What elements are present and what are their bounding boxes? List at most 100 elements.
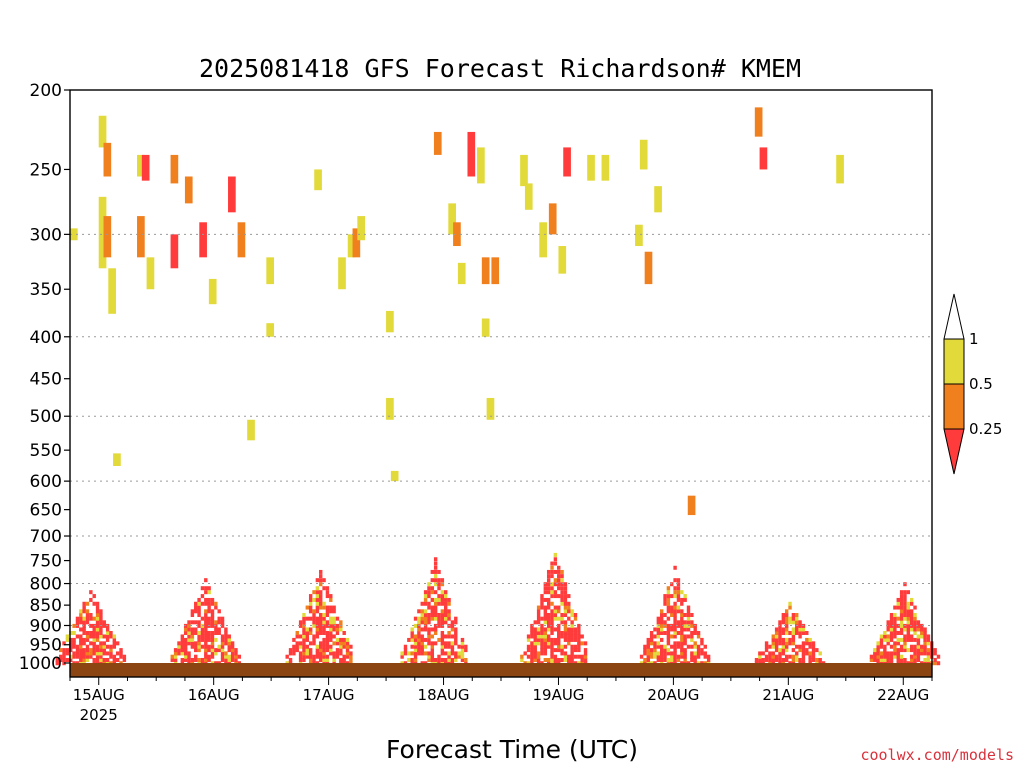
mixing-cell (92, 641, 96, 646)
mixing-cell (444, 601, 448, 606)
mixing-cell (220, 634, 225, 639)
mixing-cell (339, 648, 343, 653)
mixing-cell (437, 594, 441, 599)
mixing-cell (553, 578, 558, 583)
mixing-cell (440, 594, 445, 599)
mixing-cell (906, 620, 911, 625)
mixing-cell (210, 609, 215, 614)
mixing-cell (82, 605, 86, 610)
mixing-cell (339, 657, 343, 662)
mixing-cell (920, 648, 924, 653)
mixing-cell (666, 601, 671, 606)
mixing-cell (788, 630, 792, 635)
mixing-cell (567, 601, 571, 606)
mixing-cell (896, 630, 900, 635)
mixing-cell (774, 657, 779, 662)
mixing-cell (903, 648, 907, 653)
mixing-cell (329, 616, 333, 621)
mixing-cell (801, 644, 806, 649)
mixing-cell (440, 651, 445, 656)
mixing-cell (298, 634, 303, 639)
mixing-cell (339, 627, 343, 632)
mixing-cell (879, 637, 884, 642)
mixing-cell (79, 637, 83, 642)
mixing-cell (933, 661, 937, 666)
mixing-cell (673, 586, 677, 591)
mixing-cell (778, 657, 782, 662)
mixing-cell (560, 657, 564, 662)
mixing-cell (65, 651, 70, 656)
mixing-cell (325, 641, 330, 646)
mixing-cell (295, 641, 299, 646)
mixing-cell (896, 601, 900, 606)
mixing-cell (444, 634, 448, 639)
mixing-cell (75, 644, 80, 649)
mixing-cell (450, 651, 455, 656)
mixing-cell (197, 613, 201, 618)
mixing-cell (319, 641, 323, 646)
mixing-cell (893, 616, 897, 621)
mixing-cell (224, 634, 228, 639)
mixing-cell (920, 651, 924, 656)
mixing-cell (444, 620, 448, 625)
mixing-cell (79, 613, 83, 618)
y-tick-label: 650 (30, 501, 62, 521)
mixing-cell (784, 654, 789, 659)
mixing-cell (234, 657, 238, 662)
mixing-cell (437, 578, 441, 583)
mixing-cell (187, 637, 191, 642)
mixing-cell (903, 613, 907, 618)
mixing-cell (700, 651, 704, 656)
mixing-cell (557, 648, 561, 653)
mixing-cell (693, 651, 697, 656)
mixing-cell (210, 601, 215, 606)
ri-cell (759, 147, 768, 170)
mixing-cell (427, 613, 431, 618)
mixing-cell (903, 627, 907, 632)
mixing-cell (703, 644, 707, 649)
mixing-cell (683, 634, 687, 639)
mixing-cell (764, 641, 769, 646)
mixing-cell (706, 657, 711, 662)
mixing-cell (79, 654, 83, 659)
mixing-cell (200, 634, 205, 639)
y-tick-label: 200 (30, 81, 62, 101)
mixing-cell (663, 644, 667, 649)
mixing-cell (811, 644, 816, 649)
mixing-cell (683, 654, 687, 659)
mixing-cell (696, 648, 701, 653)
mixing-cell (883, 630, 887, 635)
mixing-cell (322, 644, 326, 649)
x-tick-label: 16AUG (188, 686, 240, 704)
mixing-cell (573, 637, 578, 642)
mixing-cell (447, 613, 451, 618)
mixing-cell (795, 616, 799, 621)
mixing-cell (550, 582, 554, 587)
mixing-cell (570, 648, 574, 653)
mixing-cell (909, 657, 914, 662)
mixing-cell (190, 613, 195, 618)
mixing-cell (207, 620, 211, 625)
mixing-cell (557, 609, 561, 614)
mixing-cell (62, 654, 66, 659)
mixing-cell (536, 609, 541, 614)
mixing-cell (319, 630, 323, 635)
mixing-cell (778, 634, 782, 639)
mixing-cell (801, 657, 806, 662)
mixing-cell (177, 641, 181, 646)
ri-cell (146, 257, 155, 290)
mixing-cell (450, 627, 455, 632)
mixing-cell (349, 657, 353, 662)
mixing-cell (200, 637, 205, 642)
ri-cell (141, 154, 150, 181)
mixing-cell (805, 637, 809, 642)
mixing-cell (200, 630, 205, 635)
mixing-cell (102, 623, 106, 628)
mixing-cell (795, 644, 799, 649)
mixing-cell (653, 651, 657, 656)
ri-cell (390, 470, 399, 482)
mixing-cell (447, 654, 451, 659)
mixing-cell (444, 590, 448, 595)
mixing-cell (673, 613, 677, 618)
mixing-cell (899, 601, 904, 606)
